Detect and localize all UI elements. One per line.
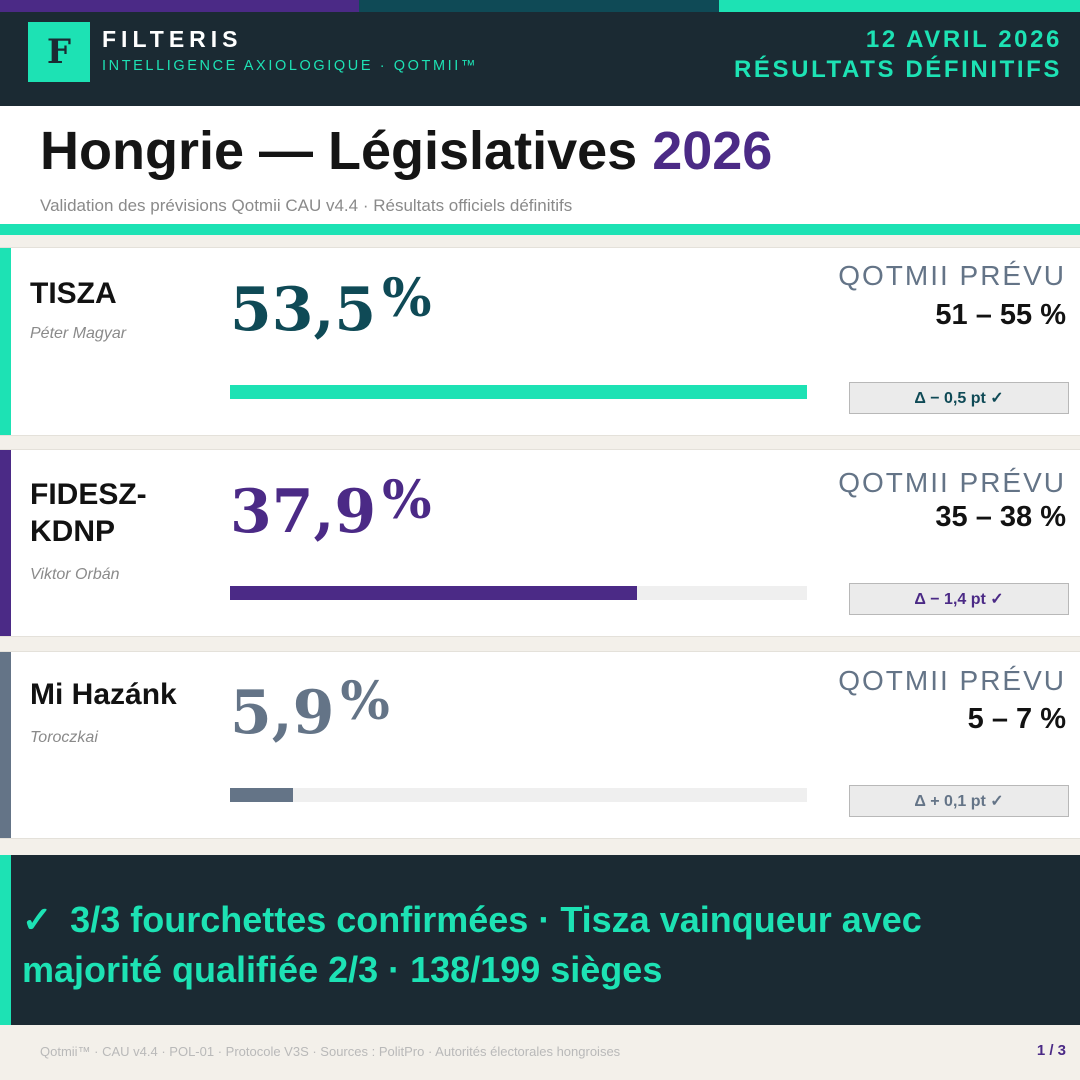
party-result: 5,9% [230,676,390,744]
delta-badge: Δ − 0,5 pt ✓ [849,382,1069,414]
title-divider [0,224,1080,235]
party-name-text: TISZA [30,277,117,310]
party-card-tisza: TISZA Péter Magyar 53,5% QOTMII PRÉVU 51… [0,247,1080,436]
party-result-value: 5,9 [230,678,335,748]
party-result-value: 53,5 [230,275,377,345]
top-color-strip [0,0,1080,12]
result-bar-track [230,586,807,600]
report-date: 12 AVRIL 2026 [865,26,1062,53]
forecast-range: 5 – 7 % [967,703,1066,735]
footer-sources: Qotmii™ · CAU v4.4 · POL-01 · Protocole … [40,1044,621,1059]
party-name: TISZA [30,275,117,312]
page-title-text: Hongrie — Législatives [40,121,638,181]
forecast-range: 35 – 38 % [935,501,1066,533]
party-result-unit: % [340,671,390,732]
filteris-logo: F [28,22,90,82]
party-name-text: Mi Hazánk [30,678,177,711]
party-result: 37,9% [230,475,432,543]
party-result: 53,5% [230,273,432,341]
summary-banner: ✓ 3/3 fourchettes confirmées · Tisza vain… [0,855,1080,1025]
party-result-unit: % [382,470,432,531]
result-bar-fill [230,586,638,600]
party-leader: Péter Magyar [30,325,127,342]
result-bar-fill [230,385,807,399]
check-icon: ✓ [22,899,53,940]
summary-text: ✓ 3/3 fourchettes confirmées · Tisza vain… [22,895,1062,995]
party-card-fidesz-kdnp: FIDESZ- KDNP Viktor Orbán 37,9% QOTMII PR… [0,449,1080,637]
card-accent-bar [0,248,11,435]
brand-name: FILTERIS [102,26,243,52]
page-subtitle: Validation des prévisions Qotmii CAU v4.… [40,196,573,215]
party-name: Mi Hazánk [30,676,177,713]
party-leader: Toroczkai [30,729,98,746]
page-indicator: 1 / 3 [1036,1042,1066,1059]
party-card-mi-hazank: Mi Hazánk Toroczkai 5,9% QOTMII PRÉVU 5 … [0,651,1080,839]
page-title-year: 2026 [652,121,773,181]
party-result-value: 37,9 [230,477,377,547]
strip-segment-dark-teal [359,0,719,12]
party-result-unit: % [382,268,432,329]
title-area: Hongrie — Législatives 2026 Validation d… [0,106,1080,224]
strip-segment-purple [0,0,359,12]
result-bar-track [230,788,807,802]
report-status: RÉSULTATS DÉFINITIFS [734,56,1062,83]
result-bar-track [230,385,807,399]
party-name-line-1: FIDESZ- [30,478,147,511]
forecast-range: 51 – 55 % [935,299,1066,331]
forecast-label: QOTMII PRÉVU [838,665,1066,696]
page-header: F FILTERIS INTELLIGENCE AXIOLOGIQUE · QO… [0,12,1080,106]
party-name: FIDESZ- KDNP [30,476,147,550]
summary-accent-bar [0,855,11,1025]
brand-tagline: INTELLIGENCE AXIOLOGIQUE · QOTMII™ [102,58,479,74]
party-leader: Viktor Orbán [30,566,120,583]
party-name-line-2: KDNP [30,515,116,548]
strip-segment-teal [719,0,1080,12]
result-bar-fill [230,788,294,802]
forecast-label: QOTMII PRÉVU [838,467,1066,498]
page-title: Hongrie — Législatives 2026 [40,120,772,182]
delta-badge: Δ − 1,4 pt ✓ [849,583,1069,615]
card-accent-bar [0,652,11,838]
forecast-label: QOTMII PRÉVU [838,260,1066,291]
summary-message: 3/3 fourchettes confirmées · Tisza vainq… [22,899,922,990]
card-accent-bar [0,450,11,636]
delta-badge: Δ + 0,1 pt ✓ [849,785,1069,817]
